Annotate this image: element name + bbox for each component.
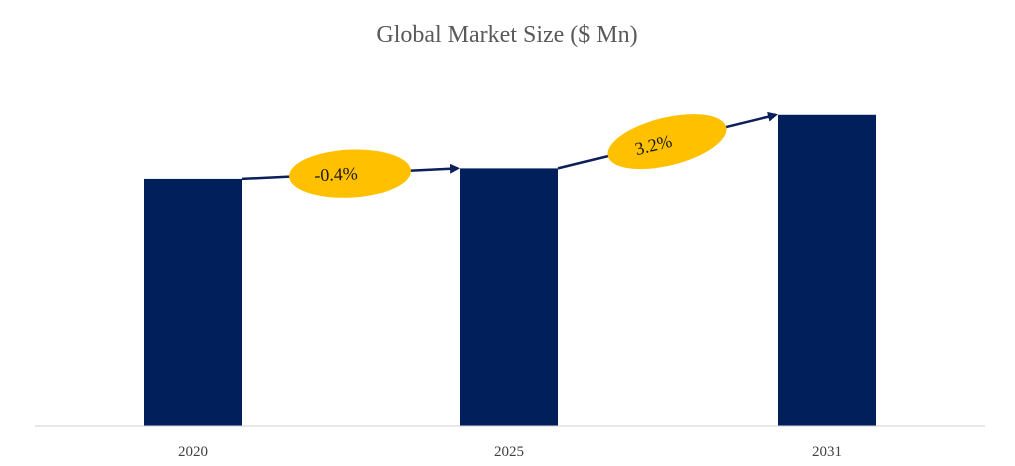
- cagr-badge-2025-2031: 3.2%: [607, 114, 727, 170]
- bars-layer: [144, 114, 876, 426]
- arrows-layer: -0.4% 3.2%: [241, 111, 778, 198]
- cagr-label: -0.4%: [314, 163, 358, 185]
- x-tick-label-2020: 2020: [178, 444, 208, 460]
- ticks-layer: 2020 2025 2031: [178, 444, 842, 460]
- x-tick-label-2025: 2025: [494, 444, 524, 460]
- cagr-badge-2020-2025: -0.4%: [289, 149, 411, 198]
- cagr-bubble: [607, 114, 727, 170]
- bar-2031: [778, 114, 876, 426]
- chart-title: Global Market Size ($ Mn): [376, 22, 637, 48]
- x-tick-label-2031: 2031: [812, 444, 842, 460]
- bar-2025: [460, 168, 558, 426]
- bar-2020: [144, 178, 242, 426]
- cagr-bubble: [289, 149, 411, 198]
